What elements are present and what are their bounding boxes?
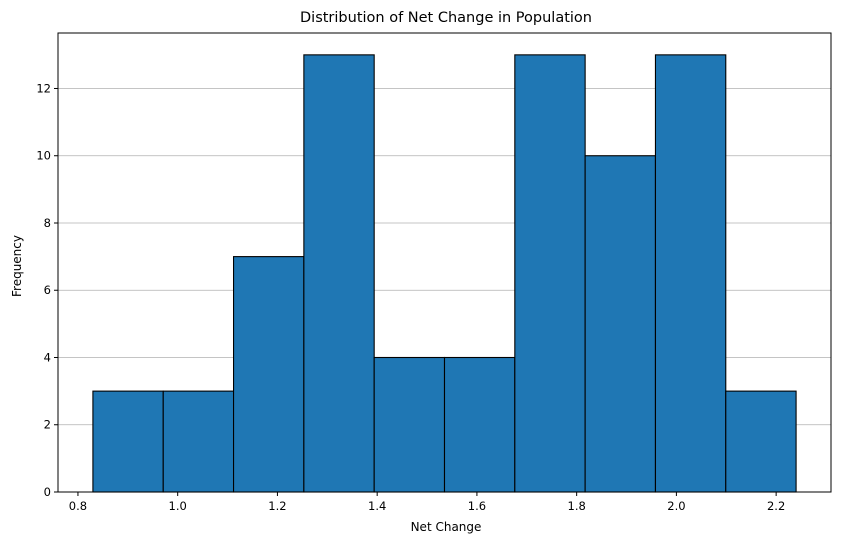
bars <box>92 54 797 493</box>
histogram-bar <box>514 54 586 493</box>
y-axis-label: Frequency <box>10 235 24 297</box>
y-tick-label: 12 <box>36 81 51 95</box>
x-axis-ticks: 0.8 1.0 1.2 1.4 1.6 1.8 2.0 2.2 <box>69 492 785 513</box>
x-axis-label: Net Change <box>411 520 482 534</box>
histogram-bar <box>584 155 657 493</box>
x-tick-label: 2.0 <box>667 499 685 513</box>
x-tick-label: 1.2 <box>268 499 286 513</box>
histogram-bar <box>232 256 305 493</box>
chart-title: Distribution of Net Change in Population <box>300 10 592 26</box>
y-axis-ticks: 0 2 4 6 8 10 12 <box>36 81 58 499</box>
y-tick-label: 0 <box>44 485 51 499</box>
histogram-bar <box>303 54 375 493</box>
plot-frame <box>57 32 832 493</box>
histogram-bar <box>162 390 235 493</box>
x-tick-label: 1.6 <box>468 499 486 513</box>
x-tick-label: 1.0 <box>169 499 187 513</box>
y-tick-label: 6 <box>44 283 51 297</box>
histogram-bar <box>725 390 797 493</box>
y-tick-label: 2 <box>44 418 51 432</box>
histogram-bar <box>373 356 446 493</box>
x-tick-label: 1.8 <box>568 499 586 513</box>
histogram-bar <box>443 356 516 493</box>
y-tick-label: 4 <box>44 350 51 364</box>
histogram-bar <box>654 54 727 493</box>
y-tick-label: 8 <box>44 216 51 230</box>
x-tick-label: 1.4 <box>368 499 386 513</box>
x-tick-label: 0.8 <box>69 499 87 513</box>
x-tick-label: 2.2 <box>767 499 785 513</box>
histogram-bar <box>92 390 164 493</box>
y-tick-label: 10 <box>36 149 51 163</box>
